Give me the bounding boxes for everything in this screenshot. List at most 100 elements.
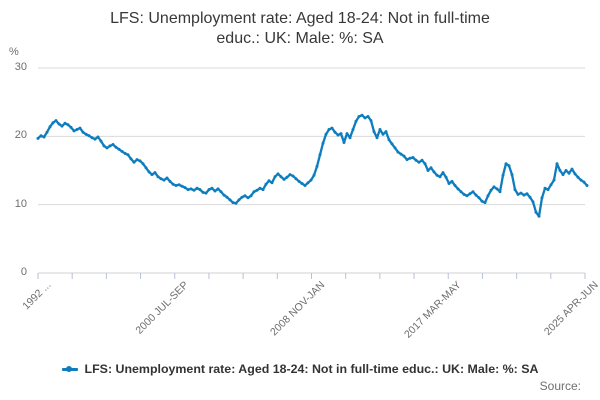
data-point — [396, 150, 400, 154]
data-point — [342, 141, 346, 144]
data-point — [513, 188, 517, 192]
data-point — [186, 188, 190, 192]
data-point — [228, 198, 232, 202]
data-point — [129, 157, 133, 161]
data-point — [279, 175, 283, 179]
data-point — [435, 173, 439, 177]
data-point — [255, 188, 259, 192]
y-tick-label-20: 20 — [14, 129, 27, 141]
data-point — [432, 170, 436, 174]
data-point — [555, 162, 559, 166]
data-point — [234, 201, 238, 205]
data-point — [324, 132, 328, 136]
data-point — [87, 134, 91, 138]
data-point — [414, 158, 418, 162]
data-point — [159, 177, 163, 181]
data-point — [273, 175, 277, 179]
legend-label: LFS: Unemployment rate: Aged 18-24: Not … — [84, 362, 539, 376]
data-point — [141, 162, 145, 166]
data-point — [102, 144, 106, 148]
data-point — [96, 135, 100, 139]
data-point — [243, 194, 247, 198]
data-point — [456, 187, 460, 191]
chart-title-line1: LFS: Unemployment rate: Aged 18-24: Not … — [110, 10, 490, 27]
data-point — [291, 174, 295, 178]
data-point — [477, 196, 481, 200]
data-point — [126, 153, 130, 157]
data-point — [147, 170, 151, 174]
data-point — [438, 175, 442, 179]
data-point — [453, 184, 457, 187]
data-point — [378, 128, 382, 131]
data-point — [390, 142, 394, 146]
data-point — [348, 136, 352, 140]
data-point — [489, 188, 493, 192]
data-point — [132, 160, 136, 164]
data-point — [465, 194, 469, 198]
data-point — [411, 156, 415, 159]
y-tick-label-30: 30 — [14, 61, 27, 73]
data-point — [417, 160, 421, 164]
data-point — [312, 173, 316, 177]
data-point — [39, 134, 43, 138]
data-point — [429, 166, 433, 170]
data-point — [261, 188, 265, 192]
legend-point-marker-icon — [65, 365, 72, 372]
data-point — [48, 125, 52, 129]
data-point — [582, 180, 586, 184]
data-point — [177, 183, 181, 187]
data-point — [510, 173, 514, 177]
data-point — [585, 184, 589, 187]
data-point — [354, 119, 358, 123]
data-point — [552, 178, 556, 182]
data-point — [288, 173, 292, 177]
data-point — [315, 164, 319, 168]
data-point — [351, 128, 355, 131]
data-point — [519, 191, 523, 195]
data-point — [561, 173, 565, 177]
data-point — [285, 175, 289, 179]
data-point — [531, 200, 535, 204]
data-point — [189, 187, 193, 191]
data-point — [54, 119, 58, 123]
data-point — [42, 135, 46, 139]
legend-line-marker-icon — [61, 365, 78, 372]
data-point — [294, 177, 298, 181]
data-point — [474, 193, 478, 197]
data-point — [339, 132, 343, 136]
data-point — [162, 178, 166, 182]
data-point — [123, 151, 127, 155]
data-point — [345, 132, 349, 136]
data-point — [480, 199, 484, 203]
data-line — [36, 114, 589, 218]
data-point — [78, 126, 82, 130]
data-point — [372, 130, 376, 134]
data-point — [495, 187, 499, 191]
data-point — [336, 133, 340, 137]
data-point — [330, 126, 334, 130]
data-point — [501, 173, 505, 177]
data-point — [204, 191, 208, 195]
data-point — [246, 196, 250, 200]
data-point — [156, 175, 160, 179]
data-point — [534, 210, 538, 214]
data-point — [192, 188, 196, 192]
data-point — [267, 179, 271, 183]
data-point — [72, 129, 76, 133]
data-point — [120, 149, 124, 153]
data-point — [207, 188, 211, 192]
data-point — [84, 132, 88, 136]
data-point — [60, 124, 64, 128]
data-point — [444, 175, 448, 179]
data-point — [423, 162, 427, 166]
data-point — [579, 178, 583, 182]
data-point — [75, 128, 79, 131]
data-point — [198, 188, 202, 192]
data-point — [504, 162, 508, 166]
data-point — [117, 147, 121, 151]
data-point — [108, 144, 112, 148]
data-point — [483, 201, 487, 205]
data-point — [51, 121, 55, 125]
data-point — [111, 143, 115, 146]
data-point — [249, 194, 253, 198]
